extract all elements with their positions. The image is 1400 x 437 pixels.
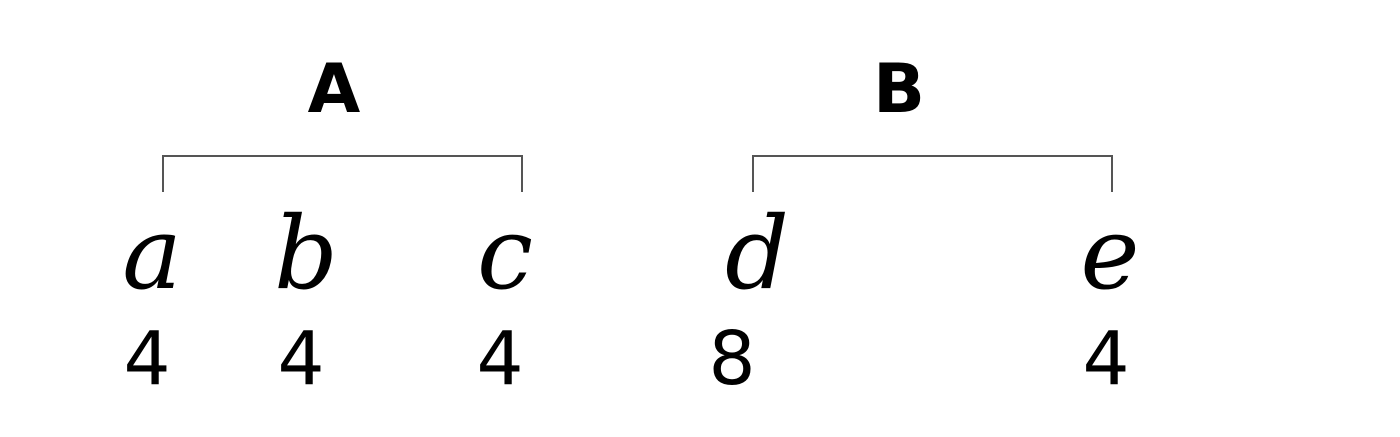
value-d: 8 — [708, 316, 755, 402]
group-a-label: A — [308, 50, 361, 129]
value-e: 4 — [1082, 316, 1129, 402]
group-b-label: B — [873, 50, 925, 129]
group-b: B d e 8 4 — [708, 50, 1139, 402]
variable-e: e — [1080, 195, 1139, 312]
variable-a: a — [122, 195, 182, 312]
variable-d: d — [725, 195, 789, 312]
variable-c: c — [477, 195, 533, 312]
value-c: 4 — [476, 316, 523, 402]
value-b: 4 — [277, 316, 324, 402]
group-b-bracket — [752, 155, 1113, 192]
value-a: 4 — [123, 316, 170, 402]
group-a-bracket — [162, 155, 523, 192]
variable-b: b — [274, 195, 338, 312]
group-a: A a b c 4 4 4 — [122, 50, 533, 402]
